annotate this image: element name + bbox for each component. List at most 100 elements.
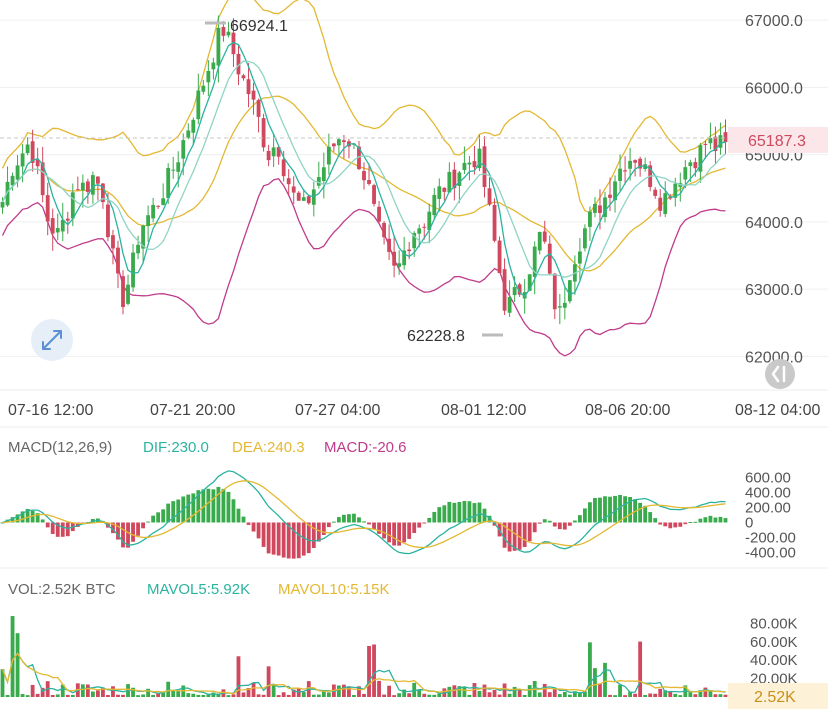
candle-body [633,160,638,163]
volume-bar [316,694,321,697]
candle-body [146,215,151,227]
macd-bar [231,499,236,523]
volume-bar [336,685,341,697]
macd-bar [688,522,693,524]
candle-body [166,168,171,198]
candle-body [0,201,5,208]
candle-body [116,247,120,274]
volume-bar [271,683,276,697]
candle-body [251,90,256,100]
macd-bar [30,510,35,523]
candle-body [126,284,130,304]
macd-bar [683,522,688,525]
macd-bar [572,520,577,523]
macd-bar [412,522,417,533]
volume-bar [382,694,386,697]
volume-bar [342,684,346,697]
volume-bar [101,687,105,697]
volume-bar [156,693,161,697]
macd-bar [577,515,582,523]
macd-bar [673,522,678,528]
macd-bar [507,522,512,552]
candle-body [75,189,80,191]
macd-bar [362,521,366,523]
double-chevron-left-icon[interactable] [765,359,795,389]
volume-bar [281,692,286,697]
volume-tick-label: 40.00K [750,652,798,669]
price-tick-label: 64000.0 [745,215,803,232]
candle-body [562,302,567,308]
macd-bar [387,522,392,543]
volume-bar [427,694,432,697]
volume-bar [191,693,196,697]
macd-bar [457,501,462,523]
volume-bar [30,684,35,697]
macd-legend-dea: DEA:240.3 [232,439,305,456]
volume-tick-label: 60.00K [750,634,798,651]
candle-body [357,146,361,170]
macd-bar [402,522,407,543]
volume-bar [608,694,612,697]
macd-bar [311,522,316,548]
macd-bar [146,521,151,523]
volume-bar [688,691,693,697]
candle-body [472,161,477,168]
candle-body [638,158,643,169]
candle-body [362,171,366,181]
macd-bar [186,494,191,523]
volume-moving-averages [1,652,726,695]
candle-body [618,168,622,181]
volume-bar [357,686,361,697]
time-tick-label: 07-27 04:00 [295,402,381,419]
volume-bar [347,687,351,697]
macd-bar [261,522,266,547]
candle-body [532,246,537,277]
volume-bar [693,694,698,697]
volume-bar [517,690,522,697]
volume-bar [422,693,427,697]
volume-bar [196,694,201,697]
candle-body [15,165,20,180]
volume-bar [387,685,392,697]
price-candles[interactable] [0,15,728,325]
macd-tick-label: 200.00 [745,500,791,517]
candle-body [487,188,492,205]
macd-bar [121,522,125,548]
volume-bar [537,692,542,697]
volume-bar [462,687,467,697]
macd-tick-label: 600.00 [745,470,791,487]
candle-body [492,204,497,241]
macd-bar [326,522,331,528]
volume-bar [367,645,371,697]
candle-body [542,231,547,242]
volume-bar [698,690,703,697]
macd-bar [166,503,171,523]
macd-bar [477,502,482,523]
macd-bar [306,522,311,554]
candle-body [507,296,512,313]
macd-bar [527,522,532,542]
price-grid [0,19,828,391]
candle-body [517,284,522,295]
macd-bar [266,522,271,554]
vol-legend-title: VOL:2.52K BTC [8,581,116,598]
candle-body [216,27,221,66]
volume-bar [482,684,487,697]
volume-bar [402,689,407,697]
macd-bar [141,522,145,529]
macd-bar [191,493,196,523]
candle-body [45,195,50,222]
volume-bar [552,688,557,697]
candle-body [417,228,422,234]
macd-bar [437,507,442,523]
volume-bar [15,633,20,697]
volume-bar [588,642,592,697]
expand-arrows-icon[interactable] [31,319,73,361]
candle-body [547,243,552,274]
candle-body [106,204,110,238]
volume-bar [583,691,587,697]
vol-legend-mavol10: MAVOL10:5.15K [278,581,389,598]
candle-body [281,159,286,177]
